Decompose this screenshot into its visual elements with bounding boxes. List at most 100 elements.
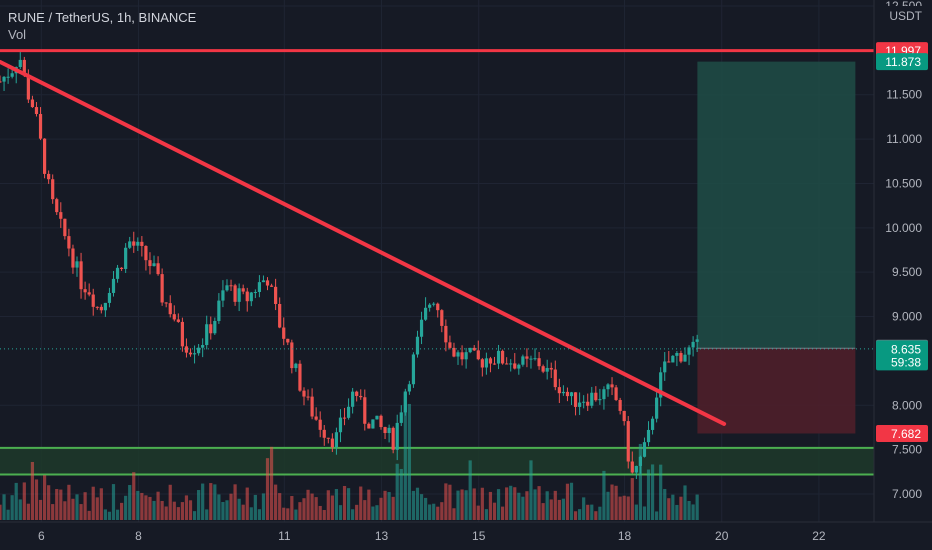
candle-body[interactable] (387, 427, 391, 434)
candle-body[interactable] (286, 338, 290, 343)
candle-body[interactable] (618, 399, 622, 411)
candle-body[interactable] (419, 319, 424, 337)
candle-body[interactable] (38, 114, 43, 139)
candle-body[interactable] (351, 391, 355, 407)
candle-body[interactable] (395, 422, 399, 450)
candle-body[interactable] (594, 392, 598, 401)
candle-body[interactable] (245, 291, 249, 302)
candle-body[interactable] (71, 248, 75, 268)
candle-body[interactable] (282, 327, 286, 339)
volume-legend[interactable]: Vol (8, 27, 27, 42)
candle-body[interactable] (42, 138, 47, 174)
candle-body[interactable] (201, 345, 205, 348)
candle-body[interactable] (172, 314, 176, 320)
descending-trendline[interactable] (0, 59, 727, 426)
candle-body[interactable] (111, 278, 116, 293)
stop-zone[interactable] (697, 348, 856, 434)
candle-body[interactable] (610, 384, 614, 388)
candle-body[interactable] (265, 280, 270, 286)
candle-body[interactable] (192, 353, 197, 355)
candle-body[interactable] (403, 391, 407, 413)
candle-body[interactable] (221, 290, 225, 301)
candle-body[interactable] (156, 263, 160, 275)
candle-body[interactable] (411, 354, 416, 385)
candle-body[interactable] (671, 355, 675, 363)
candle-body[interactable] (124, 247, 128, 269)
candle-body[interactable] (334, 432, 339, 448)
candle-body[interactable] (590, 392, 594, 406)
candle-body[interactable] (638, 456, 643, 466)
candle-body[interactable] (513, 363, 517, 369)
candle-body[interactable] (99, 306, 103, 311)
candle-body[interactable] (160, 274, 164, 303)
candle-body[interactable] (257, 282, 262, 292)
candle-body[interactable] (655, 397, 659, 419)
candle-body[interactable] (209, 324, 213, 334)
candle-body[interactable] (367, 423, 371, 429)
candle-body[interactable] (679, 353, 683, 362)
candle-body[interactable] (306, 396, 310, 398)
candle-body[interactable] (294, 363, 298, 369)
candle-body[interactable] (496, 350, 501, 364)
candle-body[interactable] (0, 81, 2, 83)
candle-body[interactable] (205, 324, 209, 346)
candle-body[interactable] (225, 285, 229, 291)
candle-body[interactable] (541, 366, 545, 372)
candle-body[interactable] (683, 354, 687, 362)
candle-body[interactable] (10, 73, 14, 77)
candle-body[interactable] (290, 342, 294, 369)
candle-body[interactable] (140, 241, 144, 246)
candle-body[interactable] (51, 179, 55, 200)
candle-body[interactable] (423, 307, 428, 320)
candle-body[interactable] (436, 303, 440, 311)
candle-body[interactable] (517, 364, 521, 369)
candle-body[interactable] (176, 319, 180, 322)
candle-body[interactable] (363, 397, 367, 424)
candle-body[interactable] (415, 336, 420, 355)
candle-body[interactable] (630, 461, 634, 473)
candle-body[interactable] (573, 392, 578, 407)
candle-body[interactable] (241, 288, 245, 292)
candle-body[interactable] (144, 245, 148, 261)
candle-body[interactable] (152, 263, 156, 267)
candle-body[interactable] (375, 415, 379, 420)
candle-body[interactable] (237, 288, 241, 302)
candle-body[interactable] (310, 396, 314, 417)
candle-body[interactable] (180, 321, 184, 347)
candle-body[interactable] (488, 358, 493, 364)
candle-body[interactable] (314, 416, 318, 420)
candle-body[interactable] (444, 325, 448, 343)
candle-body[interactable] (274, 286, 278, 304)
candle-body[interactable] (602, 389, 606, 400)
candle-body[interactable] (586, 401, 590, 406)
candle-body[interactable] (476, 350, 480, 360)
candle-body[interactable] (136, 241, 140, 246)
candle-body[interactable] (233, 285, 237, 302)
candle-body[interactable] (391, 427, 395, 450)
candle-body[interactable] (253, 291, 257, 293)
candle-body[interactable] (269, 285, 274, 287)
candle-body[interactable] (614, 387, 618, 400)
candle-body[interactable] (383, 427, 387, 434)
candle-body[interactable] (533, 358, 537, 360)
candle-body[interactable] (650, 418, 655, 430)
support-zone[interactable] (0, 447, 874, 475)
candle-body[interactable] (687, 347, 691, 355)
candle-body[interactable] (598, 399, 602, 401)
candle-body[interactable] (261, 280, 266, 283)
candle-body[interactable] (75, 261, 79, 268)
candle-body[interactable] (452, 347, 456, 357)
candle-body[interactable] (675, 353, 679, 356)
candle-body[interactable] (464, 352, 468, 360)
candle-body[interactable] (359, 395, 363, 398)
candle-body[interactable] (115, 267, 120, 279)
candle-body[interactable] (371, 419, 375, 429)
candle-body[interactable] (448, 342, 452, 348)
candle-body[interactable] (63, 218, 67, 237)
candle-body[interactable] (148, 260, 152, 267)
candle-body[interactable] (302, 390, 306, 397)
candle-body[interactable] (217, 300, 221, 321)
candle-body[interactable] (663, 361, 667, 373)
candle-body[interactable] (642, 442, 647, 457)
candle-body[interactable] (456, 352, 460, 357)
